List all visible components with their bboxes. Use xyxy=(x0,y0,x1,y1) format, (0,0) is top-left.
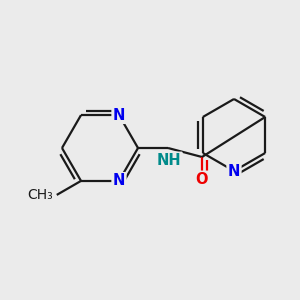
Text: O: O xyxy=(196,172,208,187)
Text: N: N xyxy=(228,164,240,178)
Text: NH: NH xyxy=(157,153,181,168)
Text: N: N xyxy=(113,173,125,188)
Text: CH₃: CH₃ xyxy=(27,188,53,202)
Text: N: N xyxy=(113,108,125,123)
